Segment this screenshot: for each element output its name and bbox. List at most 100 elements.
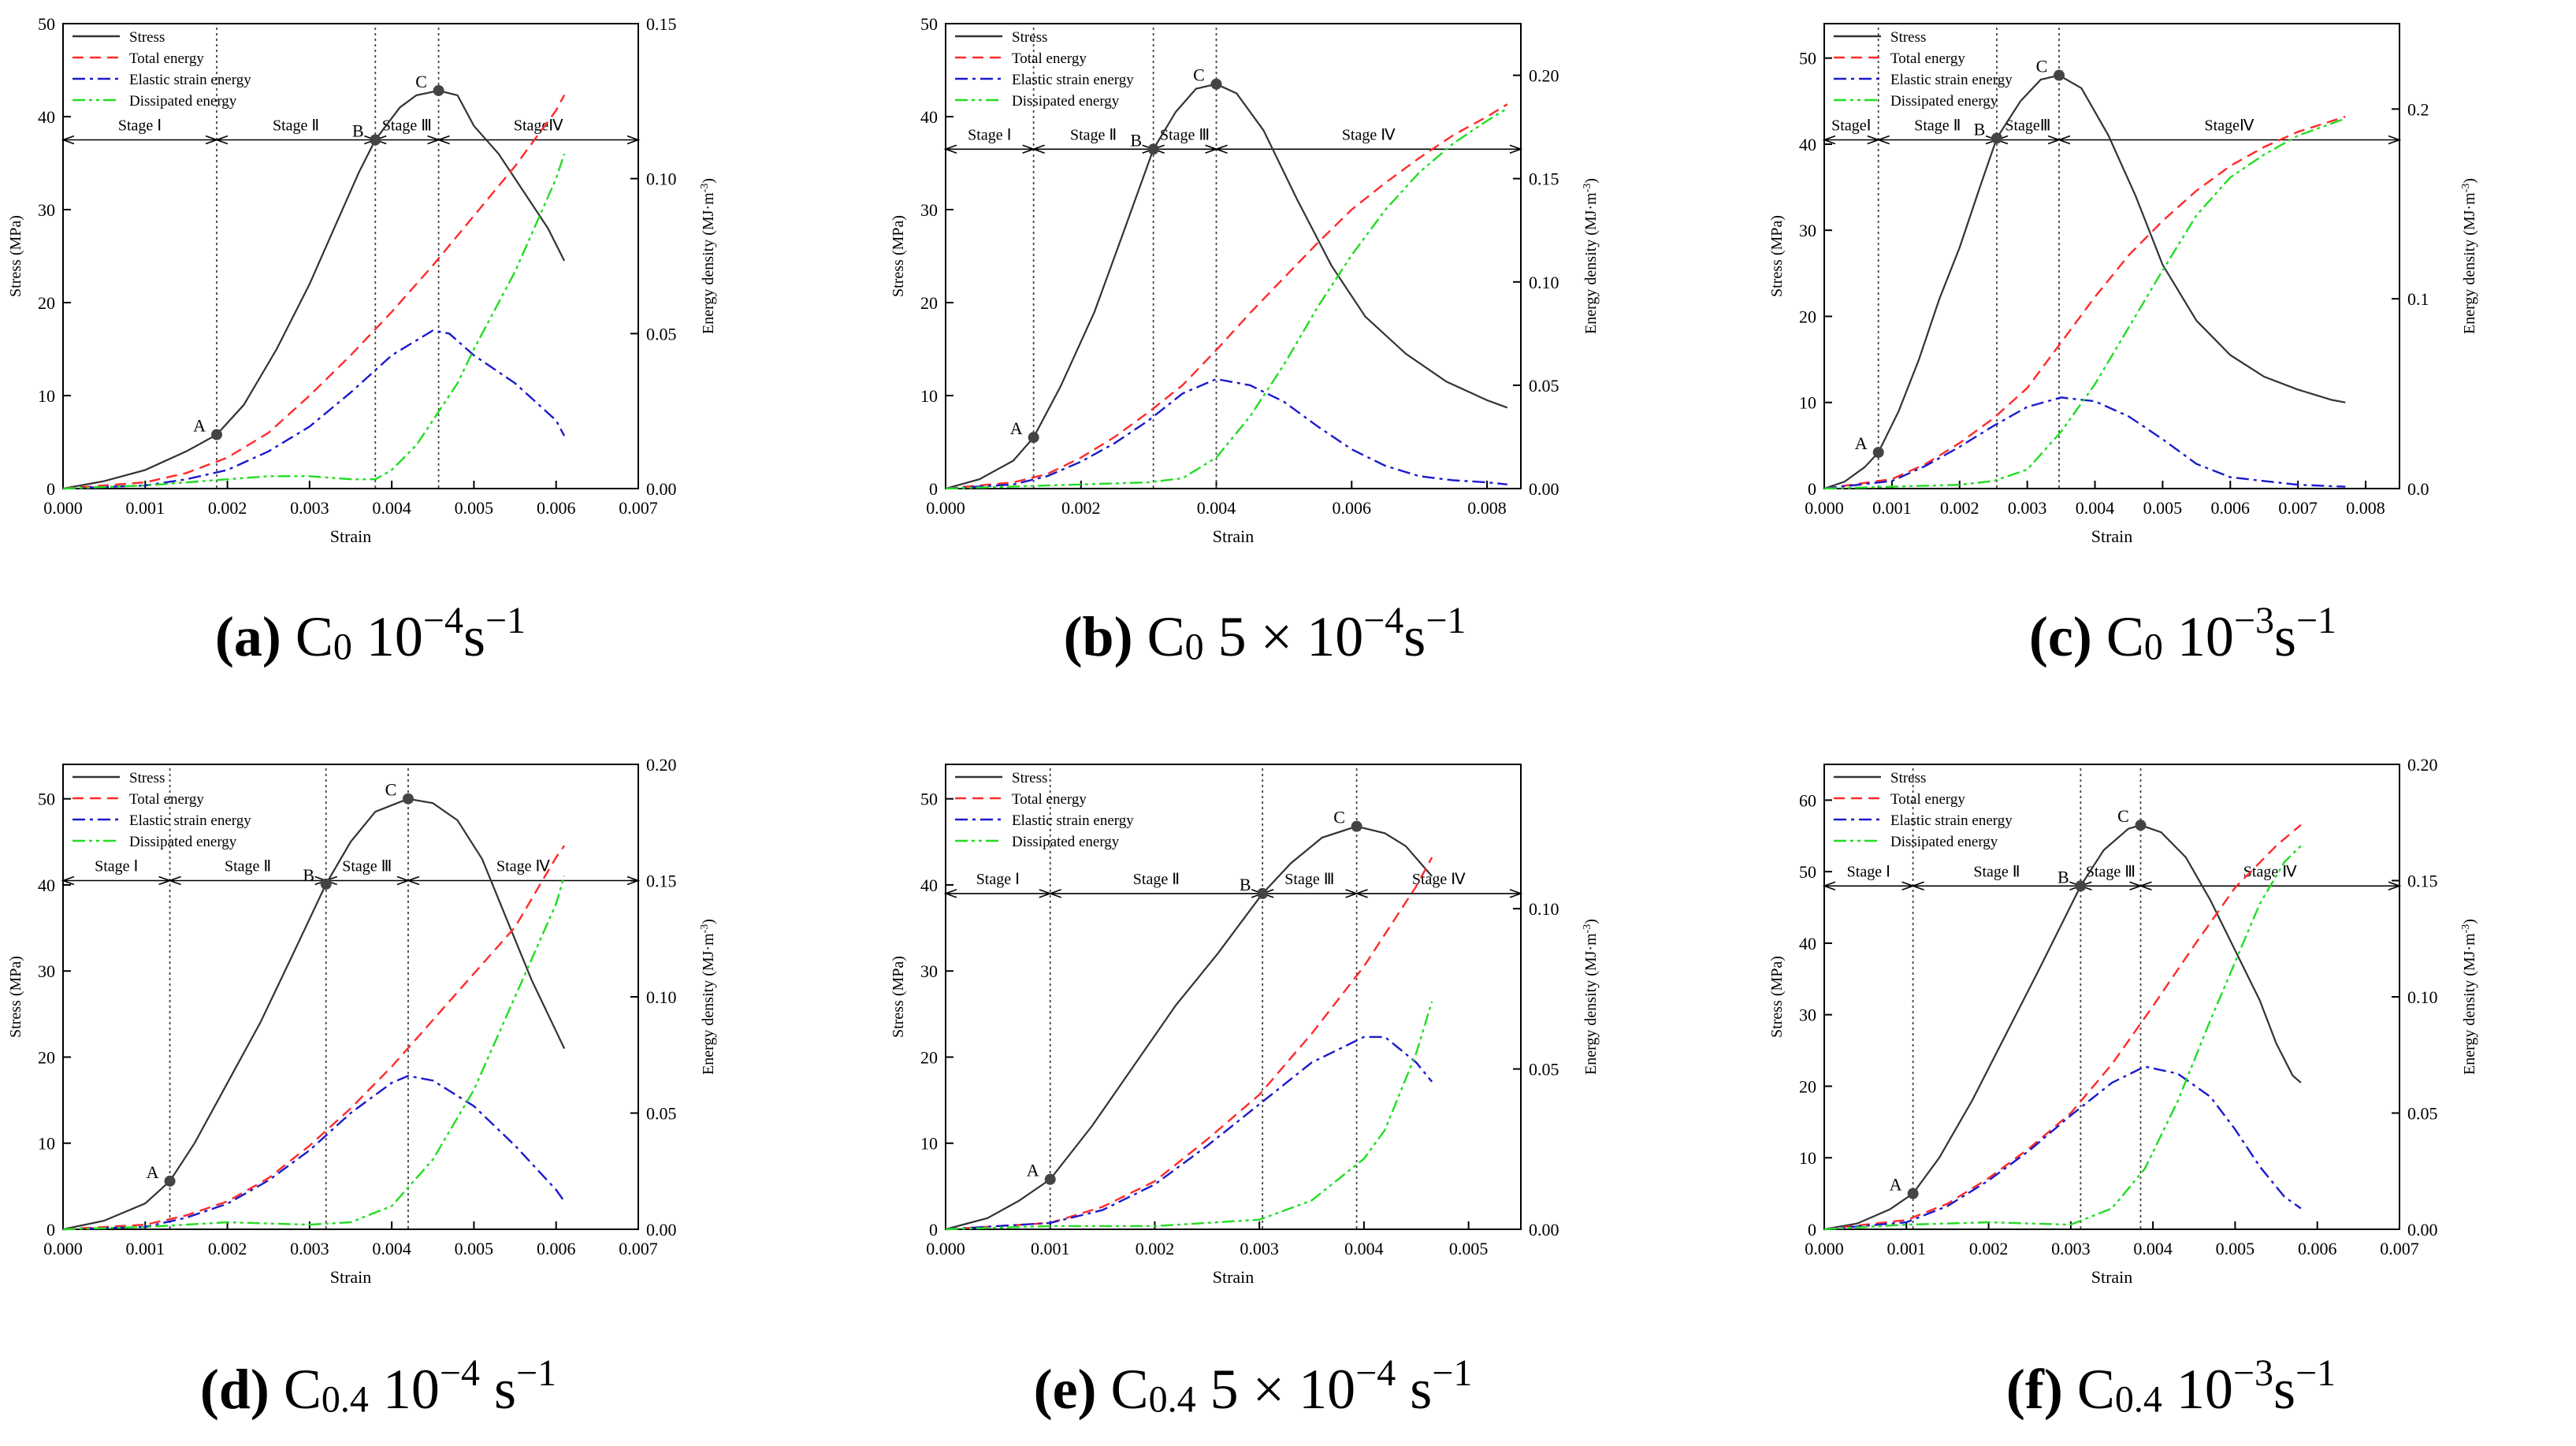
y-axis-label: Stress (MPa) (890, 215, 907, 297)
stage-label: Stage Ⅱ (1914, 117, 1961, 135)
point-c-marker (433, 84, 444, 96)
stage-label: Stage Ⅱ (1973, 863, 2020, 880)
y-axis-label: Stress (MPa) (1768, 215, 1786, 297)
point-c-label: C (1333, 808, 1345, 827)
y2-tick-label: 0.0 (2407, 479, 2429, 499)
caption-unit: s (2273, 604, 2296, 668)
x-tick-label: 0.007 (2278, 498, 2318, 518)
point-a-label: A (1010, 418, 1023, 438)
series-dissipated-line (62, 153, 566, 490)
caption-unit-exp: −1 (2295, 1352, 2336, 1394)
y2-axis-label-main: Energy density (MJ·m (2461, 933, 2478, 1075)
chart-panel-d: 0.000 0.001 0.002 0.003 0.004 0.005 0.006 0.007… (0, 741, 812, 1308)
legend-label-total: Total energy (1890, 50, 1965, 67)
plot-frame (62, 23, 639, 489)
y2-axis-label-main: Energy density (MJ·m (2461, 192, 2478, 334)
x-tick-label: 0.001 (1872, 498, 1912, 518)
x-tick-label: 0.003 (1240, 1239, 1279, 1258)
y-tick-label: 0 (46, 479, 55, 499)
chart-a: 0.000 0.001 0.002 0.003 0.004 0.005 0.006 0.007… (7, 14, 717, 546)
stage-label: Stage Ⅰ (968, 126, 1011, 143)
stage-label: Stage Ⅱ (1070, 126, 1117, 143)
stage-arrow-left (943, 889, 957, 898)
stage-label: Stage Ⅱ (273, 117, 319, 135)
series-stress-line (1823, 824, 2302, 1231)
y2-tick-label: 0.1 (2407, 289, 2429, 309)
x-tick-label: 0.003 (290, 1239, 329, 1258)
x-tick-label: 0.004 (372, 1239, 411, 1258)
point-b-marker (1257, 887, 1269, 899)
legend-label-dissipated: Dissipated energy (129, 834, 237, 850)
y-tick-label: 40 (1799, 934, 1816, 953)
stage-label: Stage Ⅳ (2243, 863, 2297, 880)
point-c-marker (2054, 69, 2065, 81)
y2-axis-label: Energy density (MJ·m-3) (1582, 178, 1600, 334)
caption-rate: 10 (2176, 604, 2234, 668)
y2-tick-label: 0.10 (646, 169, 677, 189)
x-tick-label: 0.003 (2051, 1239, 2091, 1258)
y-tick-label: 0 (929, 479, 938, 499)
y-tick-label: 20 (920, 1047, 938, 1067)
caption-material-sub: 0 (1184, 626, 1204, 668)
point-c-marker (1351, 820, 1362, 832)
stage-arrow-right (1509, 889, 1523, 898)
point-a-marker (164, 1175, 176, 1187)
stage-arrow-right (1022, 144, 1036, 154)
legend-label-elastic: Elastic strain energy (129, 812, 251, 829)
legend-label-dissipated: Dissipated energy (1890, 93, 1998, 110)
legend-label-total: Total energy (129, 791, 204, 808)
y2-tick-label: 0.00 (646, 1220, 677, 1240)
stage-label: StageⅢ (2005, 117, 2050, 135)
x-tick-label: 0.007 (619, 1239, 658, 1258)
point-c-marker (1210, 78, 1222, 90)
stage-arrow-right (1509, 144, 1523, 154)
series-total-line (945, 103, 1508, 490)
x-tick-label: 0.005 (455, 498, 494, 518)
x-tick-label: 0.000 (43, 498, 83, 518)
caption-letter: (d) (199, 1357, 269, 1421)
series-dissipated-line (62, 875, 566, 1231)
stage-label: StageⅠ (1831, 117, 1871, 135)
caption-unit-exp: −1 (1426, 600, 1466, 641)
chart-panel-a: 0.000 0.001 0.002 0.003 0.004 0.005 0.006 0.007… (0, 0, 812, 567)
point-a-marker (1907, 1188, 1919, 1199)
series-dissipated-line (1823, 845, 2302, 1231)
legend-label-stress: Stress (1012, 29, 1047, 46)
y2-axis-label: Energy density (MJ·m-3) (1582, 919, 1600, 1075)
point-c-label: C (385, 780, 397, 800)
y2-tick-label: 0.15 (646, 14, 677, 34)
legend-label-dissipated: Dissipated energy (1890, 834, 1998, 850)
y2-tick-label: 0.15 (2407, 872, 2438, 891)
caption-unit-exp: −1 (485, 600, 526, 641)
caption-rate-exp: −4 (422, 600, 463, 641)
y-tick-label: 60 (1799, 790, 1816, 810)
x-tick-label: 0.002 (208, 1239, 247, 1258)
caption-rate: 10 (2176, 1357, 2233, 1421)
x-tick-label: 0.002 (208, 498, 247, 518)
caption-e: (e) C0.4 5 × 10−4 s−1 (859, 1351, 1647, 1422)
caption-material: C (2076, 1357, 2115, 1421)
point-c-label: C (2036, 57, 2048, 76)
caption-b: (b) C0 5 × 10−4s−1 (871, 599, 1659, 670)
stage-arrow-right (205, 135, 219, 145)
caption-letter: (e) (1033, 1357, 1097, 1421)
series-dissipated-line (945, 1001, 1433, 1231)
stage-label: Stage Ⅳ (1342, 126, 1396, 143)
series-stress-line (1823, 74, 2346, 490)
x-tick-label: 0.006 (537, 498, 576, 518)
legend-label-dissipated: Dissipated energy (1012, 93, 1120, 110)
x-axis-label: Strain (2091, 1267, 2133, 1287)
stage-label: Stage Ⅰ (1847, 863, 1890, 880)
caption-unit-exp: −1 (2295, 600, 2337, 641)
y2-axis-label-sup: -3 (2460, 184, 2472, 193)
stage-arrow-left (1822, 135, 1836, 145)
y-tick-label: 0 (929, 1220, 938, 1240)
x-axis-label: Strain (2091, 526, 2133, 546)
x-tick-label: 0.002 (1940, 498, 1979, 518)
stage-label: Stage Ⅲ (2086, 863, 2136, 880)
stage-arrow-right (2129, 881, 2143, 891)
series-total-line (1823, 115, 2346, 490)
y2-tick-label: 0.00 (1529, 479, 1559, 499)
stage-arrow-right (626, 135, 641, 145)
x-axis-label: Strain (1213, 1267, 1255, 1287)
